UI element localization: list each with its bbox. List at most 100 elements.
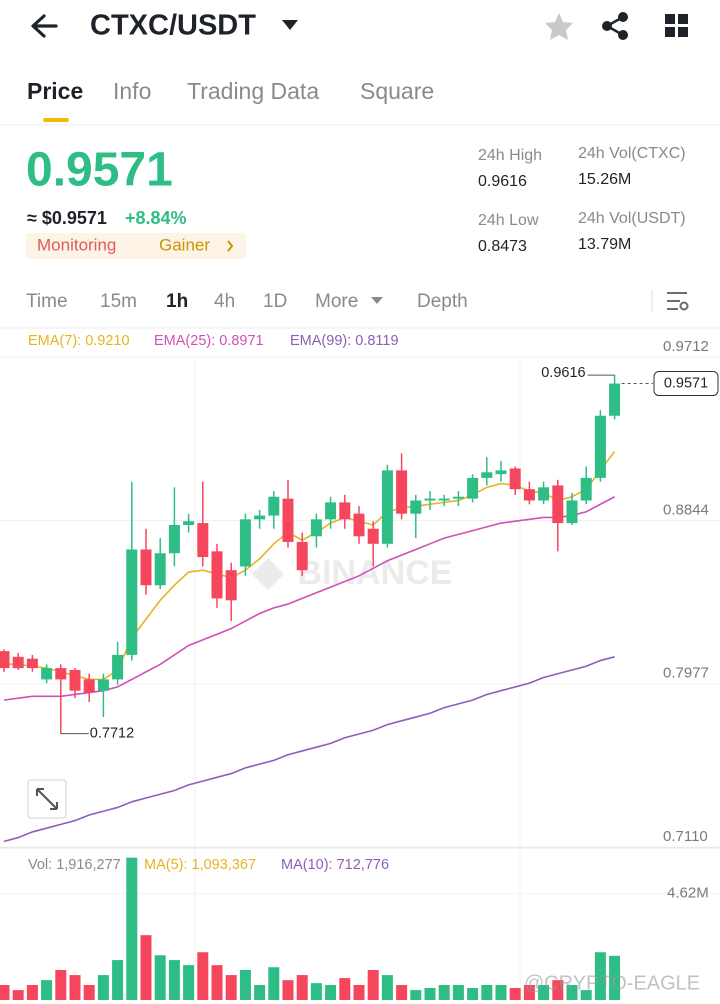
volume-bar bbox=[325, 985, 337, 1000]
candle-body bbox=[566, 500, 578, 524]
candle-body bbox=[552, 485, 564, 524]
back-button[interactable] bbox=[31, 14, 58, 38]
volume-legend: Vol: 1,916,277 bbox=[28, 857, 121, 873]
candle-body bbox=[69, 669, 81, 691]
stat-label: 24h Low bbox=[478, 212, 539, 229]
last-price: 0.9571 bbox=[26, 144, 173, 197]
volume-bar bbox=[552, 980, 564, 1000]
candle-body bbox=[367, 528, 379, 544]
volume-bar bbox=[410, 990, 422, 1000]
volume-bar bbox=[381, 975, 393, 1000]
candle-body bbox=[381, 470, 393, 544]
candle-body bbox=[296, 541, 308, 571]
candle-body bbox=[438, 498, 450, 501]
candle-body bbox=[481, 472, 493, 478]
interval[interactable]: 1h bbox=[166, 291, 188, 312]
volume-bar bbox=[83, 985, 95, 1000]
volume-bar bbox=[183, 965, 195, 1000]
candle-body bbox=[410, 500, 422, 514]
volume-bar bbox=[509, 988, 521, 1000]
volume-bar bbox=[367, 970, 379, 1000]
candle-body bbox=[325, 502, 337, 520]
interval[interactable]: Depth bbox=[417, 291, 468, 312]
volume-bar bbox=[55, 970, 67, 1000]
candle-body bbox=[538, 487, 550, 501]
candle-body bbox=[140, 549, 152, 586]
candle-body bbox=[0, 651, 10, 669]
interval[interactable]: 1D bbox=[263, 291, 287, 312]
low-label: 0.7712 bbox=[90, 725, 134, 741]
candle-body bbox=[239, 519, 251, 567]
interval[interactable]: 4h bbox=[214, 291, 235, 312]
volume-bar bbox=[140, 935, 152, 1000]
candle-body bbox=[154, 553, 166, 586]
candle-body bbox=[353, 513, 365, 537]
volume-bar bbox=[239, 970, 251, 1000]
volume-bar bbox=[154, 955, 166, 1000]
stat-value: 0.9616 bbox=[478, 173, 527, 190]
volume-bar bbox=[254, 985, 266, 1000]
stat-label: 24h High bbox=[478, 147, 542, 164]
badge[interactable]: Gainer bbox=[159, 235, 210, 254]
candle-body bbox=[609, 383, 621, 416]
volume-bar bbox=[353, 985, 365, 1000]
more-dropdown[interactable] bbox=[371, 297, 383, 304]
stat-value: 0.8473 bbox=[478, 238, 527, 255]
stat-value: 13.79M bbox=[578, 236, 631, 253]
last-price-box bbox=[653, 371, 719, 397]
volume-bar bbox=[566, 985, 578, 1000]
volume-bar bbox=[126, 857, 138, 1000]
badge[interactable]: Monitoring bbox=[37, 235, 116, 254]
candle-body bbox=[12, 656, 24, 669]
volume-bar bbox=[197, 952, 209, 1000]
volume-bar bbox=[452, 985, 464, 1000]
y-tick-label: 0.9712 bbox=[663, 338, 709, 355]
volume-bar bbox=[211, 965, 223, 1000]
candle-body bbox=[168, 524, 180, 554]
volume-bar bbox=[41, 980, 53, 1000]
candle-body bbox=[26, 658, 38, 669]
volume-bar bbox=[26, 985, 38, 1000]
share-button[interactable] bbox=[602, 12, 628, 40]
volume-bar bbox=[538, 985, 550, 1000]
plot: 0.9712 0.8844 0.7977 0.7110 EMA(7): 0.9210 EM… bbox=[0, 333, 720, 1000]
interval[interactable]: Time bbox=[26, 291, 68, 312]
candle-body bbox=[83, 679, 95, 693]
favorite-star[interactable] bbox=[545, 13, 573, 40]
pair-dropdown[interactable] bbox=[282, 20, 298, 30]
interval[interactable]: More bbox=[315, 291, 358, 312]
volume-bar bbox=[396, 985, 408, 1000]
stat-label: 24h Vol(CTXC) bbox=[578, 145, 686, 162]
candle-body bbox=[594, 415, 606, 478]
tab[interactable]: Trading Data bbox=[187, 78, 319, 104]
stat-value: 15.26M bbox=[578, 171, 631, 188]
candle-body bbox=[310, 519, 322, 537]
candle-body bbox=[126, 549, 138, 655]
volume-bar bbox=[339, 978, 351, 1000]
volume-bar bbox=[594, 952, 606, 1000]
candle-body bbox=[211, 551, 223, 599]
candle-body bbox=[97, 679, 109, 691]
usd-price: ≈ $0.9571 bbox=[27, 208, 107, 228]
volume-legend: MA(10): 712,776 bbox=[281, 857, 389, 873]
tab[interactable]: Square bbox=[360, 78, 434, 104]
tab[interactable]: Info bbox=[113, 78, 151, 104]
watermark-logo bbox=[252, 558, 284, 590]
volume-bar bbox=[481, 985, 493, 1000]
layout-button[interactable] bbox=[665, 14, 688, 37]
badge-background bbox=[26, 233, 246, 259]
tab[interactable]: Price bbox=[27, 78, 83, 104]
chart-settings[interactable] bbox=[667, 292, 689, 311]
interval[interactable]: 15m bbox=[100, 291, 137, 312]
candle-body bbox=[197, 523, 209, 557]
volume-bar bbox=[310, 983, 322, 1000]
pair-title[interactable]: CTXC/USDT bbox=[90, 10, 256, 42]
last-price-label: 0.9571 bbox=[664, 375, 708, 391]
candle-body bbox=[183, 521, 195, 525]
y-tick-label: 0.7110 bbox=[663, 828, 708, 845]
candle-body bbox=[55, 668, 67, 680]
y-tick-label: 0.7977 bbox=[663, 665, 709, 682]
volume-bar bbox=[268, 967, 280, 1000]
